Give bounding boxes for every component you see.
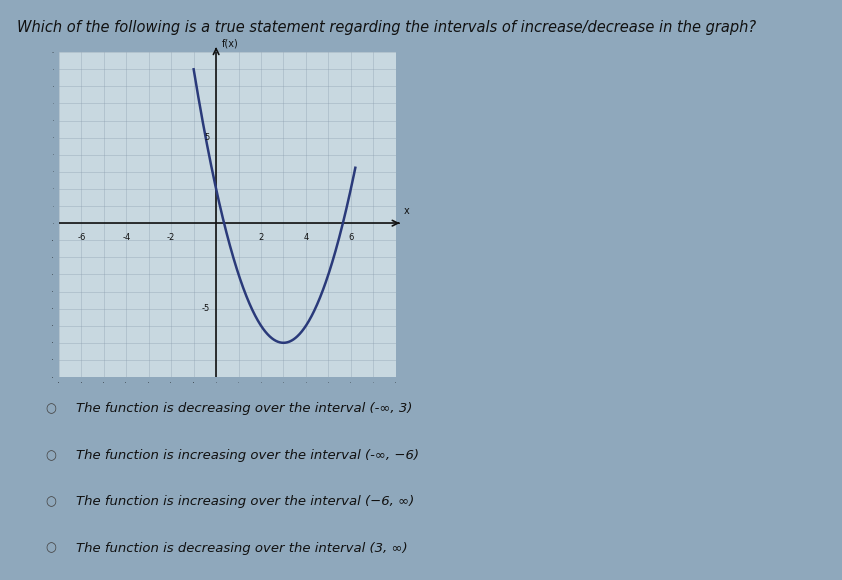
Text: 6: 6 — [348, 233, 354, 242]
Text: 5: 5 — [204, 133, 210, 142]
Text: The function is decreasing over the interval (3, ∞): The function is decreasing over the inte… — [76, 542, 408, 554]
Text: ○: ○ — [45, 495, 56, 508]
Text: ○: ○ — [45, 449, 56, 462]
Text: 4: 4 — [303, 233, 308, 242]
Text: 2: 2 — [258, 233, 264, 242]
Text: f(x): f(x) — [221, 39, 238, 49]
Text: -5: -5 — [201, 304, 210, 313]
Text: The function is increasing over the interval (−6, ∞): The function is increasing over the inte… — [76, 495, 414, 508]
Text: x: x — [404, 206, 410, 216]
Text: The function is decreasing over the interval (-∞, 3): The function is decreasing over the inte… — [76, 403, 412, 415]
Text: -4: -4 — [122, 233, 131, 242]
Text: ○: ○ — [45, 542, 56, 554]
Text: ○: ○ — [45, 403, 56, 415]
Text: -6: -6 — [77, 233, 86, 242]
Text: -2: -2 — [167, 233, 175, 242]
Text: Which of the following is a true statement regarding the intervals of increase/d: Which of the following is a true stateme… — [17, 20, 756, 35]
Text: The function is increasing over the interval (-∞, −6): The function is increasing over the inte… — [76, 449, 418, 462]
